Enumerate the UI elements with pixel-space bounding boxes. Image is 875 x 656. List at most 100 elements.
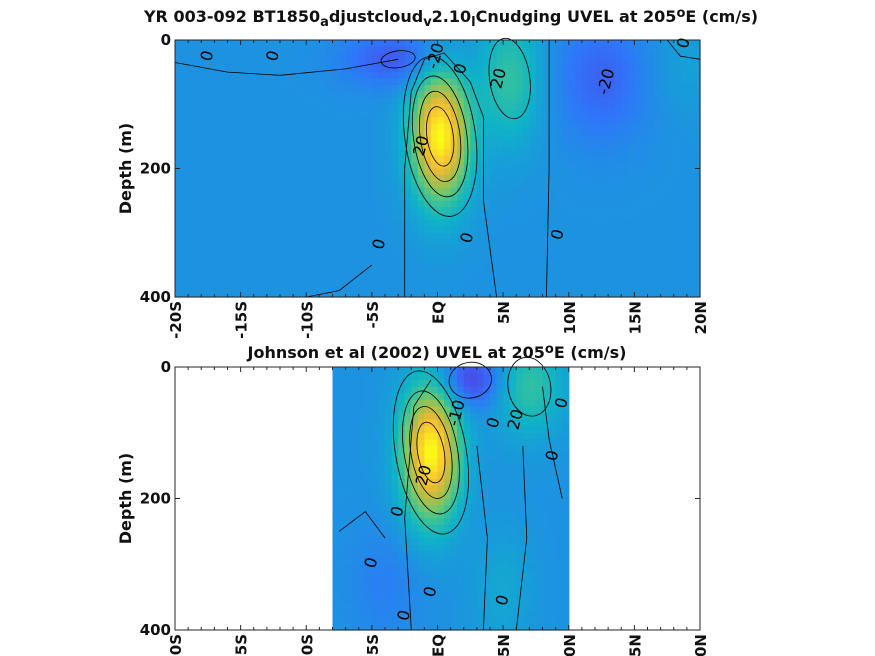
heatmap-cell [417,439,425,447]
contour-label: 0 [419,584,440,599]
heatmap-cell [201,290,209,298]
heatmap-cell [398,277,406,285]
heatmap-cell [562,52,570,60]
heatmap-cell [660,104,668,112]
heatmap-cell [378,46,386,54]
heatmap-cell [227,200,235,208]
heatmap-cell [522,149,530,157]
heatmap-cell [227,187,235,195]
heatmap-cell [444,597,452,605]
heatmap-cell [385,485,393,493]
heatmap-cell [371,432,380,440]
heatmap-cell [562,426,570,434]
heatmap-cell [332,117,340,125]
heatmap-cell [345,583,353,592]
heatmap-cell [601,149,609,157]
heatmap-cell [595,104,603,112]
heatmap-cell [227,213,235,221]
heatmap-cell [227,142,235,150]
heatmap-cell [391,207,399,215]
heatmap-cell [496,117,504,125]
heatmap-cell [496,577,504,585]
heatmap-cell [430,110,439,118]
heatmap-cell [319,149,327,157]
heatmap-cell [352,284,360,292]
heatmap-cell [240,200,248,208]
heatmap-cell [424,498,432,506]
heatmap-cell [686,40,695,48]
heatmap-cell [444,583,452,592]
heatmap-cell [581,162,590,170]
heatmap-cell [175,136,183,144]
heatmap-cell [450,168,458,176]
heatmap-cell [411,271,419,279]
heatmap-cell [549,155,557,163]
heatmap-cell [430,271,439,279]
heatmap-cell [549,219,557,227]
heatmap-cell [483,590,491,598]
heatmap-cell [332,399,340,408]
heatmap-cell [562,117,570,125]
heatmap-cell [549,65,557,73]
heatmap-cell [476,271,485,279]
heatmap-cell [240,136,248,144]
heatmap-cell [424,511,432,519]
heatmap-cell [608,258,616,266]
heatmap-cell [404,413,412,421]
heatmap-cell [647,277,655,285]
heatmap-cell [319,129,327,137]
heatmap-cell [496,46,504,54]
heatmap-cell [345,472,353,480]
heatmap-cell [529,219,537,227]
heatmap-cell [293,52,301,60]
heatmap-cell [234,40,242,48]
heatmap-cell [339,252,347,260]
heatmap-cell [345,174,353,182]
heatmap-cell [430,226,439,234]
heatmap-cell [522,445,530,454]
heatmap-cell [240,78,248,86]
heatmap-cell [404,518,412,526]
heatmap-cell [463,284,471,292]
heatmap-cell [424,239,432,247]
heatmap-cell [385,155,393,163]
heatmap-cell [529,583,537,592]
heatmap-cell [365,284,373,292]
heatmap-cell [398,544,406,552]
heatmap-cell [562,452,570,460]
heatmap-cell [437,491,445,500]
heatmap-cell [280,187,288,195]
heatmap-cell [398,459,406,467]
heatmap-cell [358,393,366,401]
heatmap-cell [640,136,649,144]
heatmap-cell [358,459,366,467]
heatmap-cell [516,155,524,163]
heatmap-cell [378,129,386,137]
heatmap-cell [417,65,425,73]
heatmap-cell [549,511,557,519]
heatmap-cell [535,472,544,480]
heatmap-cell [549,123,557,131]
heatmap-cell [693,245,701,253]
heatmap-cell [293,181,301,189]
heatmap-cell [181,52,189,60]
heatmap-cell [430,264,439,272]
heatmap-cell [339,544,347,552]
heatmap-cell [496,610,504,618]
heatmap-cell [175,168,183,176]
heatmap-cell [391,284,399,292]
heatmap-cell [496,623,504,631]
heatmap-cell [522,498,530,506]
heatmap-cell [516,373,524,381]
heatmap-cell [490,465,498,473]
heatmap-cell [601,123,609,131]
heatmap-cell [660,232,668,240]
heatmap-cell [371,610,380,618]
heatmap-cell [444,491,452,500]
heatmap-cell [555,577,563,585]
heatmap-cell [411,104,419,112]
heatmap-cell [693,290,701,298]
heatmap-cell [503,472,511,480]
heatmap-cell [188,245,196,253]
heatmap-cell [535,97,544,105]
